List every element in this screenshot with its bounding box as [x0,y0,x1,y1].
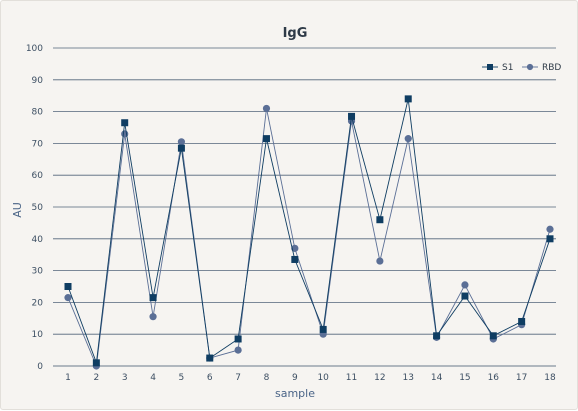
y-tick-label: 90 [32,76,44,86]
point-s1-8[interactable] [262,135,270,143]
y-tick-label: 50 [32,203,44,213]
point-s1-12[interactable] [376,216,384,224]
x-tick-label: 2 [93,373,99,383]
x-tick-label: 10 [317,373,329,383]
series-rbd [64,104,554,370]
point-rbd-1[interactable] [64,294,72,302]
x-tick-label: 13 [403,373,414,383]
x-tick-label: 5 [179,373,185,383]
point-s1-5[interactable] [177,144,185,152]
y-axis-title: AU [11,202,24,218]
y-tick-labels: 0 10 20 30 40 50 60 70 80 90 100 [26,44,43,372]
series-s1 [64,95,554,367]
point-s1-18[interactable] [546,235,554,243]
point-rbd-4[interactable] [149,313,157,321]
chart-title: IgG [283,26,308,41]
y-tick-label: 20 [32,298,44,308]
x-tick-label: 14 [431,373,443,383]
point-rbd-12[interactable] [376,257,384,265]
y-tick-label: 70 [32,139,44,149]
point-rbd-5[interactable] [177,138,186,146]
point-rbd-15[interactable] [461,281,469,289]
point-rbd-8[interactable] [262,104,271,113]
y-tick-label: 10 [32,330,44,340]
legend: S1 RBD [482,63,561,73]
y-tick-label: 30 [32,267,44,277]
point-rbd-13[interactable] [404,135,412,143]
x-tick-label: 11 [346,373,357,383]
x-tick-labels: 1 2 3 4 5 6 7 8 9 10 11 12 13 14 15 16 17 18 [65,373,556,383]
point-s1-14[interactable] [433,332,441,340]
point-s1-13[interactable] [404,95,412,103]
series-line-s1 [67,98,551,363]
x-tick-label: 8 [264,373,270,383]
x-axis-title: sample [275,387,315,400]
y-tick-label: 80 [32,108,44,118]
point-s1-11[interactable] [348,112,356,120]
point-s1-7[interactable] [234,335,242,343]
y-tick-label: 100 [26,44,43,54]
y-tick-label: 60 [32,171,44,181]
x-tick-label: 4 [150,373,156,383]
legend-label-s1: S1 [502,63,513,73]
x-tick-label: 9 [292,373,298,383]
point-s1-4[interactable] [149,294,157,302]
x-tick-label: 12 [374,373,385,383]
legend-marker-s1 [487,64,493,70]
point-s1-6[interactable] [206,354,214,362]
x-tick-label: 6 [207,373,213,383]
x-tick-label: 1 [65,373,71,383]
series-line-rbd [67,108,551,368]
point-s1-15[interactable] [461,292,469,300]
legend-item-s1[interactable]: S1 [482,63,513,73]
point-s1-2[interactable] [92,359,100,367]
point-s1-1[interactable] [64,283,72,290]
series-layer [64,95,554,370]
point-s1-9[interactable] [291,255,299,263]
point-s1-3[interactable] [121,119,129,127]
point-s1-16[interactable] [489,332,497,340]
point-rbd-7[interactable] [234,346,242,354]
x-tick-label: 7 [235,373,241,383]
x-tick-label: 16 [488,373,500,383]
point-s1-10[interactable] [319,325,327,333]
legend-item-rbd[interactable]: RBD [522,63,561,73]
legend-label-rbd: RBD [542,63,561,73]
y-tick-label: 0 [37,362,43,372]
x-tick-label: 17 [516,373,527,383]
point-s1-17[interactable] [518,317,526,325]
x-tick-label: 3 [122,373,128,383]
y-tick-label: 40 [32,235,44,245]
x-tick-label: 15 [459,373,470,383]
grid-lines [53,47,556,367]
x-tick-label: 18 [544,373,556,383]
point-rbd-18[interactable] [546,225,554,233]
legend-marker-rbd [526,63,534,71]
